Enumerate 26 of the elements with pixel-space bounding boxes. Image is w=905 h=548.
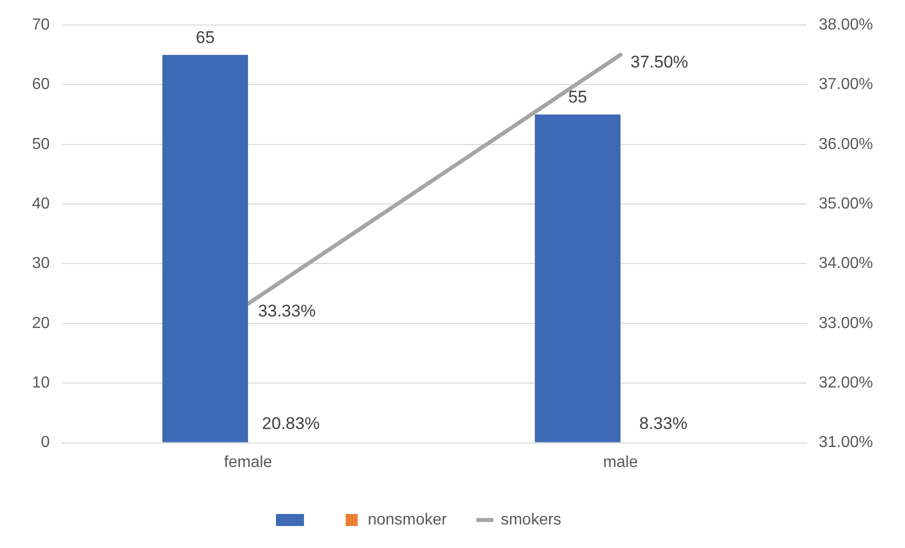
x-tick-label: female	[224, 454, 272, 471]
y-tick-label: 30	[32, 255, 50, 272]
data-label: 37.50%	[630, 52, 688, 72]
y-tick-label: 70	[32, 16, 50, 34]
y2-tick-label: 34.00%	[818, 255, 873, 272]
text: 8.33%	[639, 414, 688, 433]
data-label: 65	[196, 28, 215, 48]
y-tick-label: 10	[32, 374, 50, 392]
y-tick-label: 40	[32, 195, 50, 212]
y-tick-label: 0	[40, 434, 50, 452]
data-label: 55	[568, 88, 588, 107]
data-label: 33.33%	[258, 301, 316, 320]
y2-tick-label: 37.00%	[818, 76, 873, 94]
y2-tick-label: 36.00%	[818, 136, 873, 153]
y-tick-label: 20	[32, 314, 50, 332]
y2-tick-label: 35.00%	[818, 195, 873, 212]
text: 20.83%	[262, 414, 320, 433]
y-tick-label: 50	[32, 136, 50, 153]
y2-tick-label: 38.00%	[818, 16, 873, 34]
y2-tick-label: 33.00%	[818, 314, 873, 332]
legend-label: nonsmoker	[368, 511, 448, 528]
y-tick-label: 60	[32, 76, 50, 94]
legend-label: smokers	[500, 511, 562, 528]
y2-tick-label: 31.00%	[818, 434, 873, 452]
y2-tick-label: 32.00%	[818, 374, 873, 392]
x-tick-label: male	[603, 454, 638, 471]
